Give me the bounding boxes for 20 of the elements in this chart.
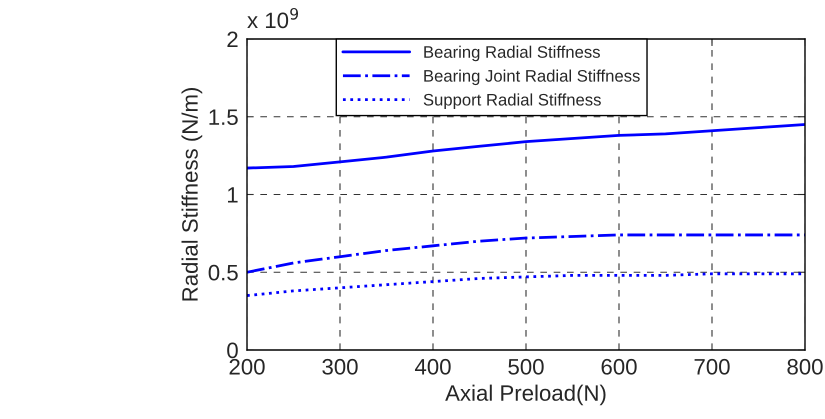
x-tick-label: 400: [414, 358, 451, 375]
legend-label: Support Radial Stiffness: [424, 93, 601, 109]
line-series: [247, 234, 805, 274]
x-axis-title: Axial Preload(N): [445, 384, 606, 406]
y-tick-label: 0.5: [208, 264, 238, 281]
x-tick-label: 300: [322, 358, 358, 375]
line-series: [247, 123, 805, 170]
legend-label: Bearing Radial Stiffness: [424, 46, 600, 62]
text: x 10$^{9}$: [247, 8, 298, 28]
legend-label: Bearing Joint Radial Stiffness: [424, 70, 640, 86]
x-tick-label: 700: [694, 358, 730, 375]
y-tick-label: 2: [227, 32, 238, 48]
y-tick-label: 1: [228, 187, 238, 203]
x-tick-label: 200: [230, 358, 265, 375]
y-axis-title: Radial Stiffness (N/m): [182, 88, 202, 301]
x-tick-label: 600: [602, 358, 637, 375]
x-tick-label: 800: [787, 358, 823, 375]
y-tick-label: 0: [227, 342, 238, 358]
y-tick-label: 1.5: [209, 110, 238, 126]
x-tick-label: 500: [508, 358, 544, 375]
